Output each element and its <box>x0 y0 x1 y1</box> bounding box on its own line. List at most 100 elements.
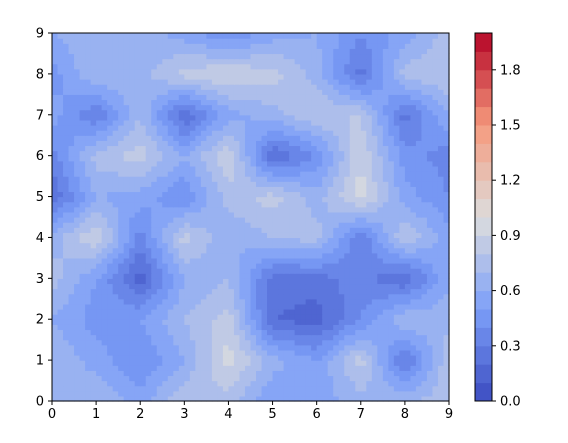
heatmap-cell <box>294 278 301 285</box>
heatmap-cell <box>63 165 70 172</box>
heatmap-cell <box>278 84 285 90</box>
heatmap-cell <box>211 217 219 223</box>
heatmap-cell <box>162 319 169 325</box>
heatmap-cell <box>300 125 307 131</box>
heatmap-cell <box>311 344 318 351</box>
heatmap-cell <box>399 196 406 203</box>
heatmap-cell <box>200 201 207 208</box>
heatmap-cell <box>366 298 373 305</box>
heatmap-cell <box>52 160 59 167</box>
heatmap-cell <box>123 237 130 244</box>
heatmap-cell <box>211 360 219 366</box>
heatmap-cell <box>338 232 345 239</box>
heatmap-cell <box>167 360 174 366</box>
heatmap-cell <box>233 186 241 193</box>
heatmap-cell <box>289 380 296 387</box>
heatmap-cell <box>338 309 345 315</box>
heatmap-cell <box>206 222 213 228</box>
heatmap-cell <box>250 227 257 233</box>
heatmap-cell <box>57 309 64 315</box>
heatmap-cell <box>211 201 219 208</box>
heatmap-cell <box>244 176 252 182</box>
heatmap-cell <box>399 283 406 290</box>
heatmap-cell <box>173 324 180 331</box>
heatmap-cell <box>360 171 367 177</box>
heatmap-cell <box>371 217 378 223</box>
heatmap-cell <box>443 237 450 244</box>
heatmap-cell <box>443 58 450 65</box>
heatmap-cell <box>349 109 356 116</box>
heatmap-cell <box>250 242 257 249</box>
heatmap-cell <box>382 309 389 315</box>
heatmap-cell <box>333 283 340 290</box>
heatmap-cell <box>222 237 230 244</box>
heatmap-cell <box>228 237 235 244</box>
heatmap-cell <box>217 319 224 325</box>
heatmap-cell <box>278 155 285 162</box>
heatmap-cell <box>118 263 125 269</box>
heatmap-cell <box>96 232 103 239</box>
heatmap-cell <box>272 344 279 351</box>
heatmap-cell <box>283 140 290 147</box>
heatmap-cell <box>244 380 252 387</box>
heatmap-cell <box>195 211 202 218</box>
heatmap-cell <box>57 130 64 136</box>
heatmap-cell <box>327 119 334 126</box>
heatmap-cell <box>228 114 235 121</box>
heatmap-cell <box>250 171 257 177</box>
heatmap-cell <box>322 360 329 366</box>
heatmap-cell <box>145 43 152 49</box>
heatmap-cell <box>79 206 86 213</box>
heatmap-cell <box>294 232 301 239</box>
heatmap-cell <box>96 390 103 397</box>
heatmap-cell <box>184 385 191 392</box>
heatmap-cell <box>410 53 417 60</box>
heatmap-cell <box>151 160 158 167</box>
heatmap-cell <box>311 155 318 162</box>
heatmap-cell <box>355 375 362 382</box>
heatmap-cell <box>145 73 152 80</box>
heatmap-cell <box>311 355 318 361</box>
heatmap-cell <box>426 349 434 356</box>
heatmap-cell <box>217 201 224 208</box>
heatmap-cell <box>195 135 202 141</box>
heatmap-cell <box>426 140 434 147</box>
heatmap-cell <box>344 263 351 269</box>
heatmap-cell <box>162 48 169 55</box>
heatmap-cell <box>123 365 130 371</box>
heatmap-cell <box>311 370 318 377</box>
heatmap-cell <box>382 89 389 95</box>
heatmap-cell <box>74 109 81 116</box>
heatmap-cell <box>195 395 202 402</box>
heatmap-cell <box>443 268 450 274</box>
heatmap-cell <box>426 104 434 111</box>
heatmap-cell <box>393 114 400 121</box>
heatmap-cell <box>52 360 59 366</box>
heatmap-cell <box>151 370 158 377</box>
heatmap-cell <box>311 375 318 382</box>
heatmap-cell <box>333 73 340 80</box>
heatmap-cell <box>96 314 103 320</box>
heatmap-cell <box>366 150 373 157</box>
heatmap-cell <box>371 370 378 377</box>
heatmap-cell <box>366 273 373 279</box>
heatmap-cell <box>316 89 323 95</box>
heatmap-cell <box>211 130 219 136</box>
heatmap-cell <box>393 288 400 295</box>
heatmap-cell <box>250 309 257 315</box>
heatmap-cell <box>443 324 450 331</box>
heatmap-cell <box>140 390 147 397</box>
heatmap-cell <box>217 181 224 187</box>
heatmap-cell <box>366 232 373 239</box>
heatmap-cell <box>162 268 169 274</box>
heatmap-cell <box>377 171 384 177</box>
heatmap-cell <box>437 125 445 131</box>
heatmap-cell <box>129 114 136 121</box>
heatmap-cell <box>85 114 92 121</box>
heatmap-cell <box>217 48 224 55</box>
heatmap-cell <box>74 227 81 233</box>
heatmap-cell <box>311 278 318 285</box>
heatmap-cell <box>360 257 367 264</box>
heatmap-cell <box>156 206 163 213</box>
heatmap-cell <box>206 114 213 121</box>
